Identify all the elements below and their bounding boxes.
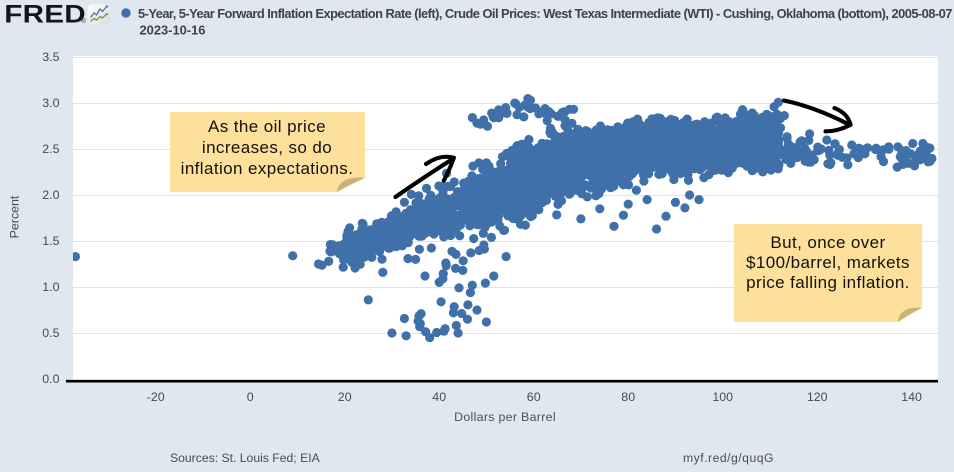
svg-text:3.0: 3.0	[42, 96, 59, 110]
svg-text:2023-10-16: 2023-10-16	[140, 23, 206, 38]
svg-text:0: 0	[247, 390, 254, 404]
svg-text:20: 20	[338, 390, 352, 404]
svg-text:40: 40	[432, 390, 446, 404]
svg-text:80: 80	[621, 390, 635, 404]
svg-text:Sources: St. Louis Fed; EIA: Sources: St. Louis Fed; EIA	[170, 451, 321, 465]
svg-text:As the oil price: As the oil price	[208, 117, 326, 136]
svg-text:2.0: 2.0	[42, 188, 59, 202]
svg-text:-20: -20	[147, 390, 165, 404]
svg-text:60: 60	[527, 390, 541, 404]
svg-text:3.5: 3.5	[42, 50, 59, 64]
svg-text:120: 120	[807, 390, 828, 404]
svg-text:0.0: 0.0	[42, 372, 59, 386]
svg-text:®: ®	[81, 17, 87, 25]
svg-text:inflation expectations.: inflation expectations.	[181, 159, 354, 178]
svg-text:2.5: 2.5	[42, 142, 59, 156]
svg-text:Percent: Percent	[8, 195, 22, 238]
svg-text:0.5: 0.5	[42, 326, 59, 340]
svg-text:myf.red/g/quqG: myf.red/g/quqG	[683, 451, 774, 465]
svg-text:price falling inflation.: price falling inflation.	[746, 273, 910, 292]
svg-text:5-Year, 5-Year Forward Inflati: 5-Year, 5-Year Forward Inflation Expecta…	[138, 6, 952, 21]
svg-text:Dollars per Barrel: Dollars per Barrel	[454, 410, 556, 424]
svg-text:1.5: 1.5	[42, 234, 59, 248]
svg-text:But, once over: But, once over	[770, 233, 885, 252]
svg-text:100: 100	[712, 390, 733, 404]
svg-text:140: 140	[901, 390, 922, 404]
svg-text:1.0: 1.0	[42, 280, 59, 294]
svg-text:increases, so do: increases, so do	[202, 138, 332, 157]
svg-text:FRED: FRED	[4, 0, 86, 28]
svg-text:$100/barrel, markets: $100/barrel, markets	[746, 253, 910, 272]
